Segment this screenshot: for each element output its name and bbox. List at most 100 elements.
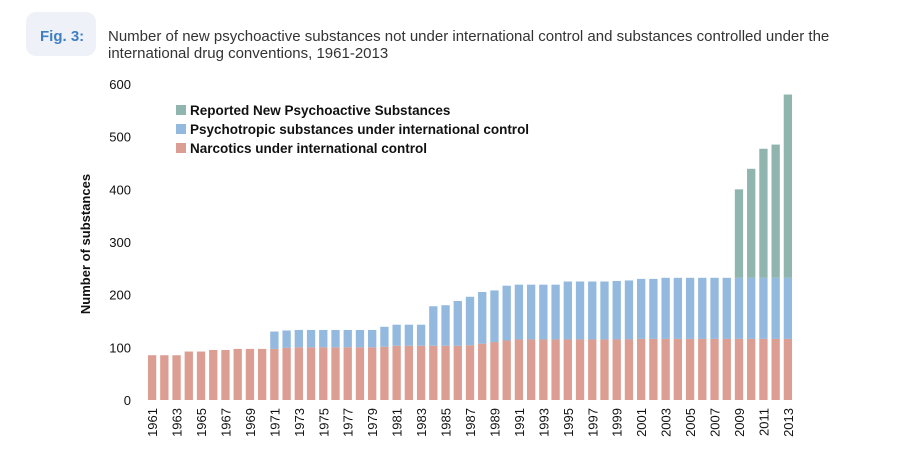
bar-segment-series-0-2005 <box>685 338 695 400</box>
bar-segment-series-1-1992 <box>526 284 536 340</box>
bar-segment-series-0-1995 <box>563 339 572 400</box>
x-tick-label: 1993 <box>536 408 551 437</box>
legend-swatch <box>176 124 186 134</box>
y-tick-label: 600 <box>109 77 131 92</box>
bar-segment-series-1-1976 <box>331 329 340 348</box>
bars <box>147 94 793 400</box>
bar-segment-series-0-1964 <box>184 351 193 400</box>
legend-box <box>165 97 560 159</box>
figure-label-badge <box>26 12 96 56</box>
bar-segment-series-1-1985 <box>441 305 450 346</box>
x-tick-label: 1965 <box>194 408 209 437</box>
bar-segment-series-0-2012 <box>771 338 780 400</box>
x-tick-label: 1987 <box>463 408 478 437</box>
bar-segment-series-0-1977 <box>343 347 352 400</box>
bar-segment-series-0-1981 <box>392 345 401 400</box>
bar-segment-series-1-2004 <box>673 277 682 339</box>
bar-segment-series-1-1971 <box>270 331 279 349</box>
y-tick-label: 100 <box>109 340 131 355</box>
bar-segment-series-2-2009 <box>734 189 744 278</box>
bar-segment-series-1-1975 <box>319 329 328 348</box>
bar-segment-series-1-1977 <box>343 329 352 348</box>
bar-segment-series-0-1965 <box>196 351 206 400</box>
bar-segment-series-0-1991 <box>514 339 524 400</box>
legend-entry: Psychotropic substances under internatio… <box>190 122 529 137</box>
x-axis: 1961 1963 1965 1967 1969 1971 1973 1975 1977 1979… <box>145 408 796 437</box>
y-axis: 0 100 200 300 400 500 600 <box>109 77 131 408</box>
bar-segment-series-2-2011 <box>759 148 768 278</box>
x-tick-label: 1961 <box>145 408 160 437</box>
bar-segment-series-0-1971 <box>270 348 279 400</box>
bar-segment-series-1-2007 <box>710 277 719 339</box>
bar-segment-series-0-1989 <box>490 342 499 400</box>
y-axis-label: Number of substances <box>78 174 93 314</box>
bar-segment-series-0-2000 <box>624 339 634 400</box>
bar-segment-series-0-1998 <box>600 339 609 400</box>
bar-segment-series-2-2013 <box>783 94 793 278</box>
x-tick-label: 1969 <box>243 408 258 437</box>
bar-segment-series-0-1972 <box>282 347 291 400</box>
bar-segment-series-1-1979 <box>368 329 377 348</box>
bar-segment-series-1-1990 <box>502 285 511 341</box>
bar-segment-series-0-1970 <box>257 348 267 400</box>
bar-segment-series-0-1997 <box>588 339 597 400</box>
bar-segment-series-0-1982 <box>404 345 414 400</box>
x-tick-label: 2013 <box>781 408 796 437</box>
bar-segment-series-0-1986 <box>453 345 462 400</box>
x-tick-label: 1989 <box>487 408 502 437</box>
bar-segment-series-0-2010 <box>747 338 756 400</box>
bar-segment-series-0-1988 <box>478 343 487 400</box>
bar-segment-series-0-2007 <box>710 338 719 400</box>
y-tick-label: 500 <box>109 130 131 145</box>
y-tick-label: 0 <box>124 393 131 408</box>
x-tick-label: 1967 <box>218 408 233 437</box>
x-tick-label: 1971 <box>267 408 282 437</box>
bar-segment-series-2-2010 <box>747 168 756 278</box>
bar-segment-series-0-1999 <box>612 339 621 400</box>
bar-segment-series-1-2009 <box>734 277 744 339</box>
bar-segment-series-0-2001 <box>637 338 646 400</box>
bar-segment-series-0-2002 <box>649 338 658 400</box>
bar-segment-series-0-2004 <box>673 338 682 400</box>
x-tick-label: 2009 <box>732 408 747 437</box>
bar-segment-series-1-1987 <box>465 296 475 346</box>
bar-segment-series-1-1994 <box>551 284 560 340</box>
x-tick-label: 1999 <box>610 408 625 437</box>
bar-segment-series-1-1980 <box>380 326 389 347</box>
bar-segment-series-0-1978 <box>355 347 365 400</box>
bar-segment-series-1-1995 <box>563 281 572 340</box>
bar-segment-series-1-1993 <box>539 284 548 340</box>
bar-segment-series-0-1983 <box>416 345 426 400</box>
bar-segment-series-0-1994 <box>551 339 560 400</box>
figure-label: Fig. 3: <box>40 28 85 45</box>
bar-segment-series-1-2013 <box>783 277 793 339</box>
x-tick-label: 2005 <box>683 408 698 437</box>
bar-segment-series-1-1972 <box>282 330 291 348</box>
bar-segment-series-0-1967 <box>221 349 230 400</box>
x-tick-label: 1975 <box>316 408 331 437</box>
bar-segment-series-0-1990 <box>502 340 511 400</box>
bar-segment-series-1-2008 <box>722 277 731 339</box>
bar-segment-series-0-1968 <box>233 348 242 400</box>
bar-segment-series-1-1973 <box>294 329 303 348</box>
x-tick-label: 1981 <box>390 408 405 437</box>
bar-segment-series-1-1999 <box>612 280 621 340</box>
bar-segment-series-1-2003 <box>661 277 670 339</box>
bar-segment-series-0-1966 <box>209 349 218 400</box>
x-tick-label: 1963 <box>170 408 185 437</box>
x-tick-label: 1973 <box>292 408 307 437</box>
bar-segment-series-0-2011 <box>759 338 768 400</box>
bar-segment-series-1-1996 <box>575 281 585 340</box>
bar-segment-series-1-2005 <box>685 277 695 339</box>
bar-segment-series-1-1988 <box>478 292 487 344</box>
bar-segment-series-0-1969 <box>245 348 255 400</box>
bar-segment-series-1-1983 <box>416 324 426 346</box>
bar-segment-series-1-1974 <box>306 329 316 348</box>
bar-segment-series-1-2006 <box>698 277 707 339</box>
bar-segment-series-1-1984 <box>429 306 438 346</box>
legend-swatch <box>176 105 186 115</box>
bar-segment-series-0-1984 <box>429 345 438 400</box>
bar-segment-series-0-1961 <box>147 355 157 400</box>
bar-segment-series-0-1973 <box>294 347 303 400</box>
bar-segment-series-1-1998 <box>600 281 609 340</box>
